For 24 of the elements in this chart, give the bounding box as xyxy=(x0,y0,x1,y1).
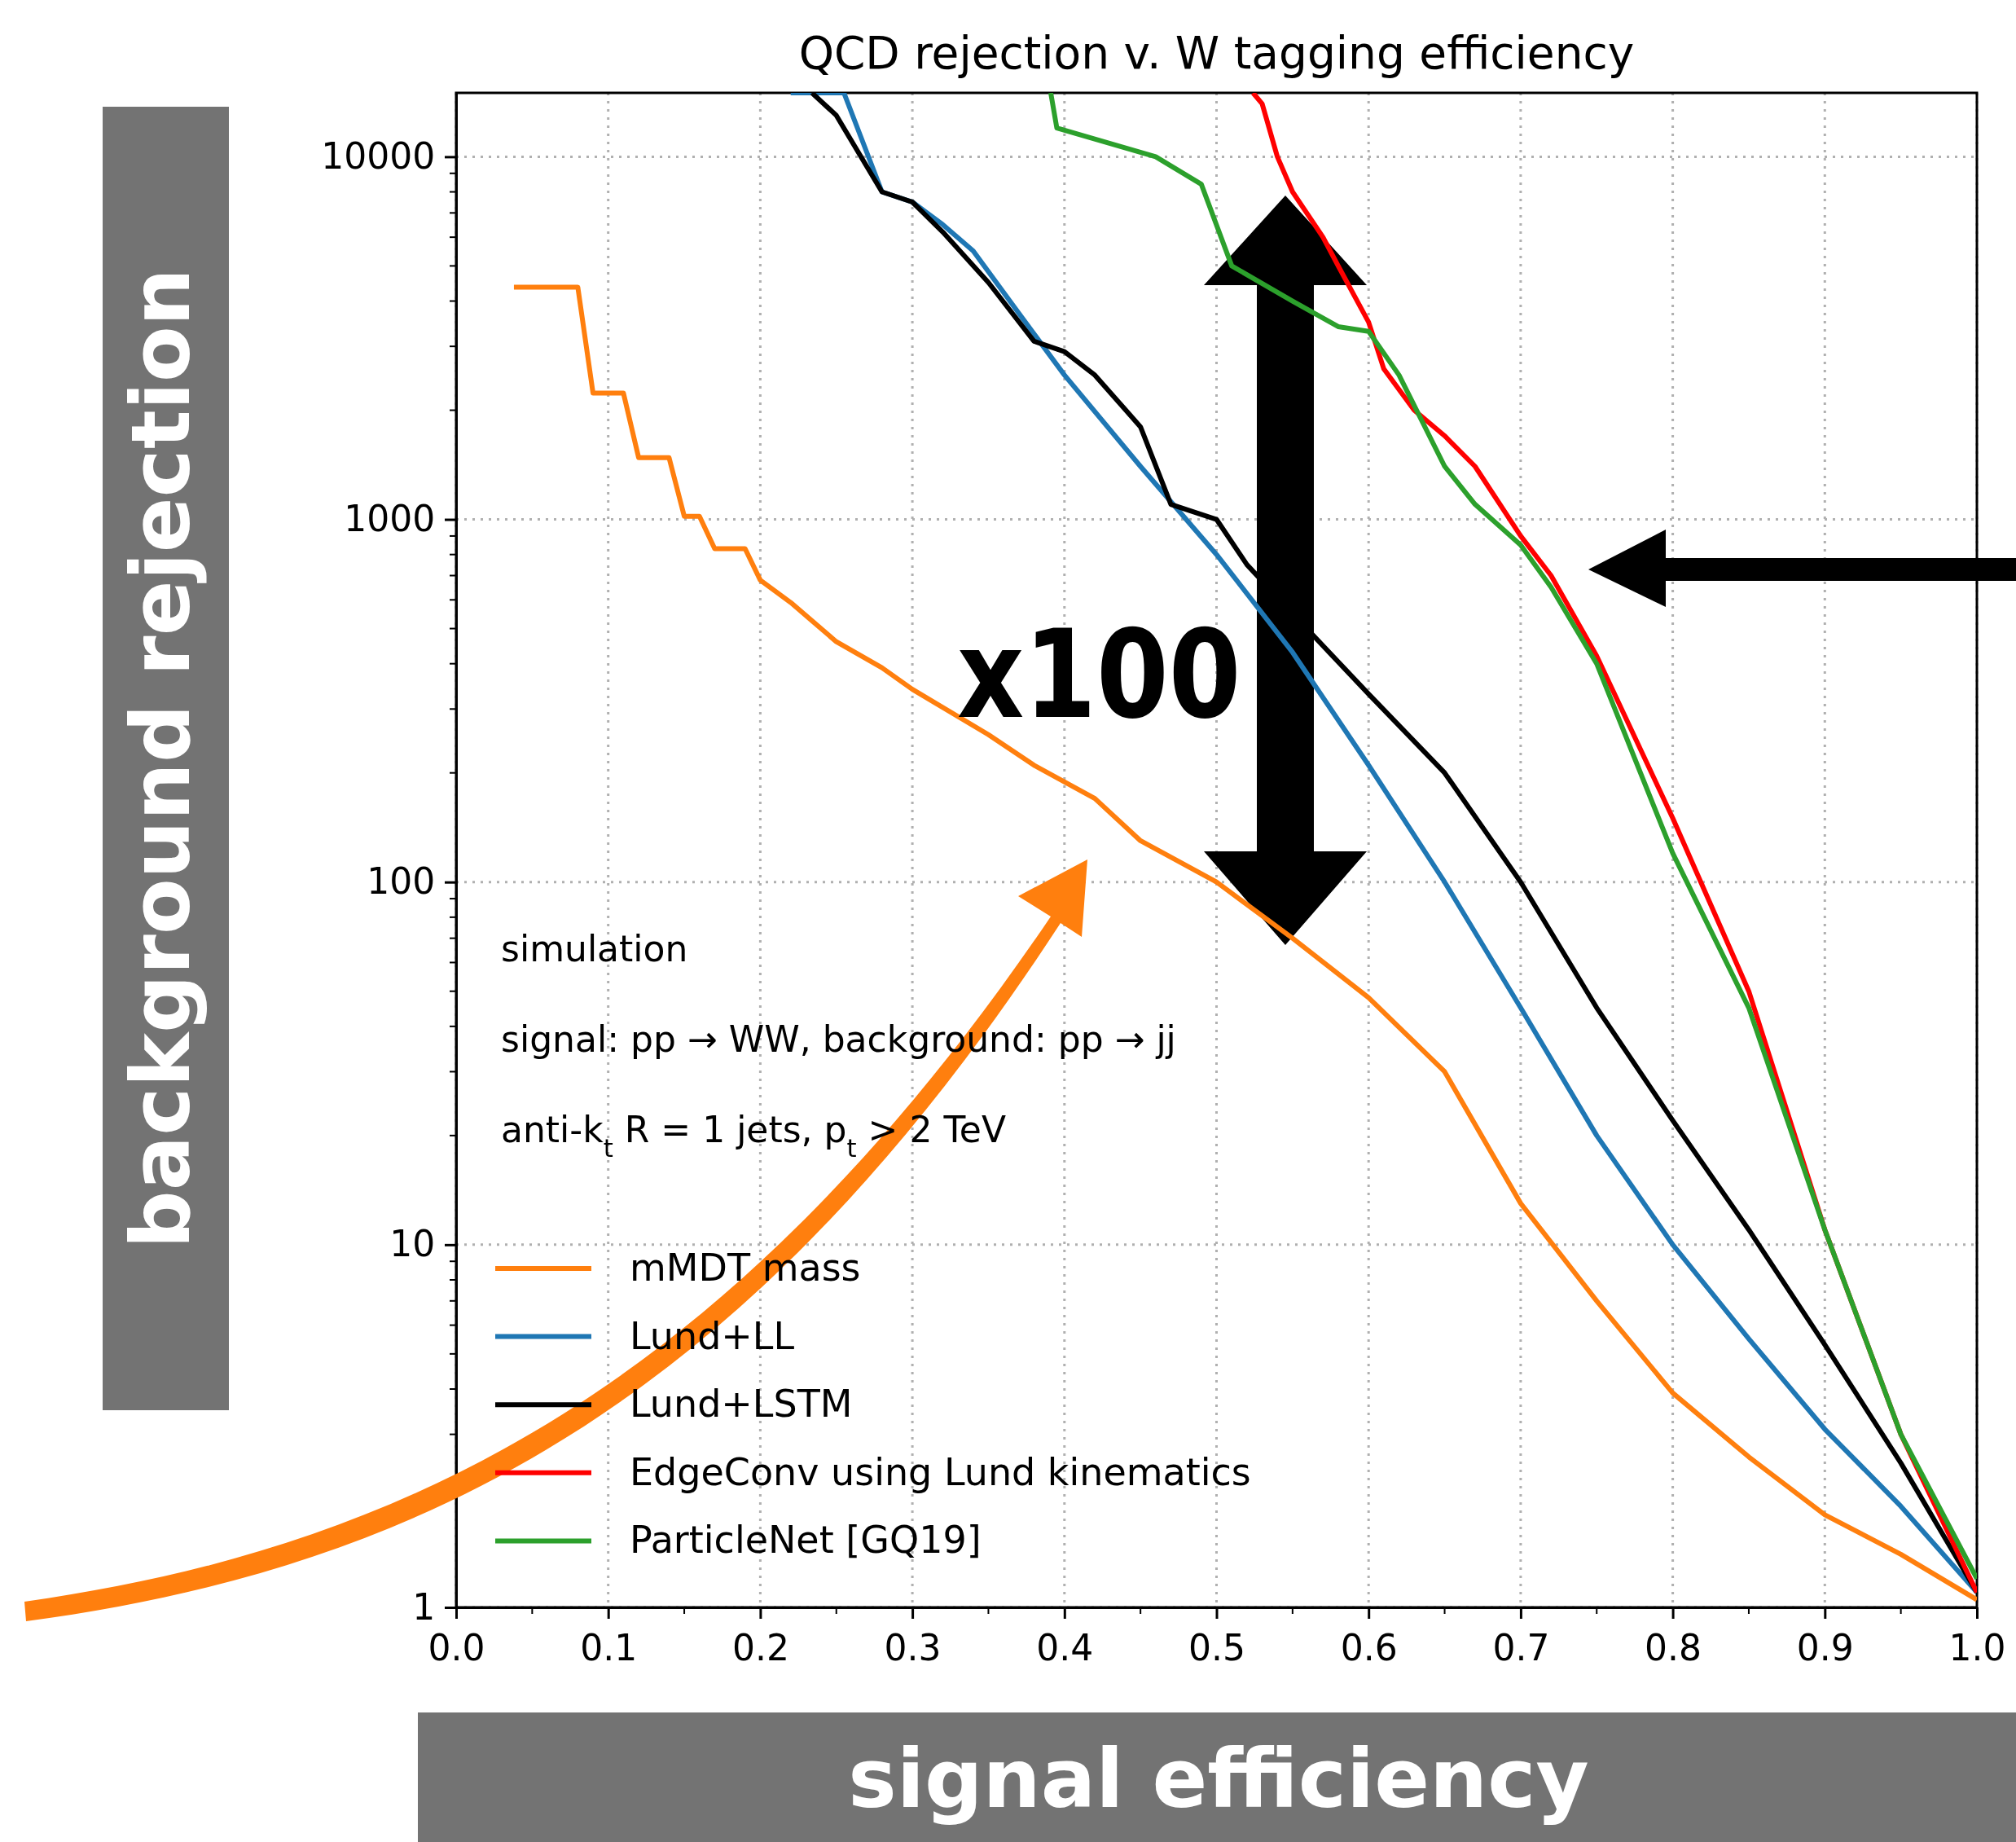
x-tick-label: 0.5 xyxy=(1188,1627,1245,1669)
y-tick-label: 1 xyxy=(412,1585,436,1628)
x-tick-label: 1.0 xyxy=(1948,1627,2006,1669)
legend-label: ParticleNet [GQ19] xyxy=(630,1518,982,1563)
y-tick-label: 10000 xyxy=(321,134,436,177)
y-tick-label: 10 xyxy=(389,1223,436,1265)
x-tick-label: 0.4 xyxy=(1036,1627,1094,1669)
chart-title: QCD rejection v. W tagging efficiency xyxy=(798,27,1635,79)
annotation: simulation xyxy=(501,928,688,969)
x-tick-label: 0.2 xyxy=(731,1627,789,1669)
legend-label: EdgeConv using Lund kinematics xyxy=(630,1449,1251,1494)
x-tick-label: 0.6 xyxy=(1340,1627,1398,1669)
y-axis-title: background rejection xyxy=(113,268,209,1249)
legend-label: Lund+LSTM xyxy=(630,1382,853,1427)
x-tick-label: 0.9 xyxy=(1796,1627,1854,1669)
x-axis-title: signal efficiency xyxy=(848,1731,1589,1827)
x-tick-label: 0.0 xyxy=(428,1627,485,1669)
x-tick-label: 0.8 xyxy=(1645,1627,1702,1669)
x-tick-label: 0.1 xyxy=(580,1627,638,1669)
annotation: x100 xyxy=(957,604,1241,746)
x-tick-label: 0.3 xyxy=(884,1627,942,1669)
y-tick-label: 1000 xyxy=(344,498,436,540)
y-tick-label: 100 xyxy=(367,860,436,903)
x-tick-label: 0.7 xyxy=(1492,1627,1550,1669)
